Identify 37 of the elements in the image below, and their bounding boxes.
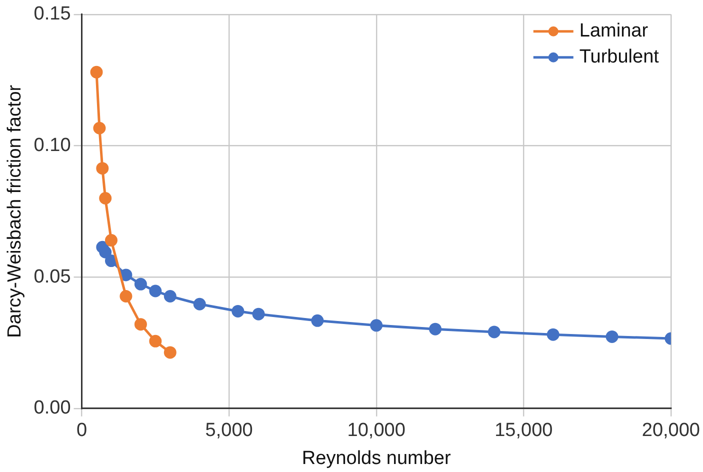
y-tick-label: 0.05 [34,266,71,288]
x-tick-label: 0 [76,420,88,442]
x-tick-label: 5,000 [205,420,253,442]
point [164,290,176,302]
point [134,278,147,290]
point [546,328,560,341]
point [104,234,118,247]
point [488,326,500,338]
point [120,290,132,302]
y-axis-title: Darcy-Weisbach friction factor [4,84,26,338]
y-tick-label: 0.10 [34,134,71,156]
x-tick-label: 20,000 [642,420,700,442]
point [149,334,162,348]
legend-label: Laminar [579,20,649,42]
legend-label: Turbulent [579,46,660,68]
point [104,254,118,268]
point [311,314,324,327]
x-tick-label: 10,000 [347,420,406,442]
point [134,318,147,331]
x-axis-title: Reynolds number [302,448,452,469]
point [193,298,206,310]
point [99,246,112,258]
point [99,192,112,205]
point [232,304,244,318]
point [252,308,265,320]
y-tick-label: 0.15 [34,4,71,25]
y-tick-label: 0.00 [34,398,71,419]
point [149,284,162,298]
x-tick-label: 15,000 [494,420,553,442]
point [164,346,176,359]
point [120,268,132,282]
point [93,122,106,134]
point [90,66,103,78]
point [370,319,383,332]
point [96,162,109,175]
point [429,322,442,336]
point [606,330,618,343]
